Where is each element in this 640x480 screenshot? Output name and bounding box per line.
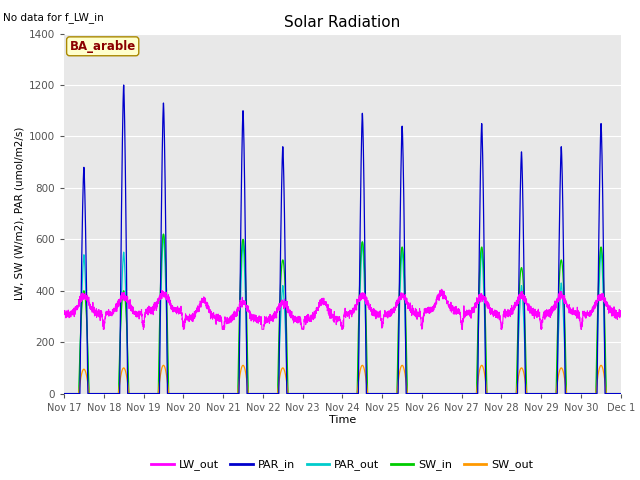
Text: No data for f_LW_in: No data for f_LW_in bbox=[3, 12, 104, 23]
Title: Solar Radiation: Solar Radiation bbox=[284, 15, 401, 30]
X-axis label: Time: Time bbox=[329, 415, 356, 425]
Legend: LW_out, PAR_in, PAR_out, SW_in, SW_out: LW_out, PAR_in, PAR_out, SW_in, SW_out bbox=[147, 455, 538, 475]
Text: BA_arable: BA_arable bbox=[70, 40, 136, 53]
Y-axis label: LW, SW (W/m2), PAR (umol/m2/s): LW, SW (W/m2), PAR (umol/m2/s) bbox=[15, 127, 24, 300]
